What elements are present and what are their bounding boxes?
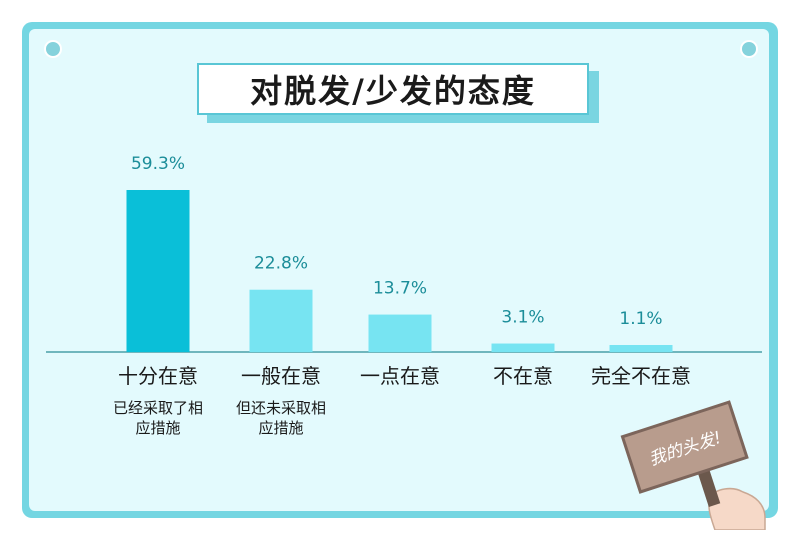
- category-label-1: 十分在意: [118, 364, 198, 388]
- category-label-3: 一点在意: [360, 364, 440, 388]
- value-label-5: 1.1%: [619, 309, 662, 329]
- category-label-2: 一般在意: [241, 364, 321, 388]
- value-label-4: 3.1%: [501, 308, 544, 328]
- pin-dot-left: [44, 40, 62, 58]
- category-2: 一般在意但还未采取相应措施: [216, 364, 346, 438]
- value-label-3: 13.7%: [373, 279, 427, 299]
- category-sublabel-2: 但还未采取相应措施: [235, 399, 326, 437]
- title-box: 对脱发/少发的态度: [197, 63, 589, 115]
- bar-2: [249, 289, 313, 352]
- pin-dot-right: [740, 40, 758, 58]
- category-3: 一点在意: [335, 364, 465, 388]
- category-5: 完全不在意: [576, 364, 706, 388]
- value-label-2: 22.8%: [254, 254, 308, 274]
- category-4: 不在意: [458, 364, 588, 388]
- protest-sign-icon: 我的头发!: [620, 400, 766, 530]
- category-sublabel-1: 已经采取了相应措施: [112, 399, 203, 437]
- value-label-1: 59.3%: [131, 154, 185, 174]
- bar-5: [609, 345, 673, 352]
- chart-title: 对脱发/少发的态度: [250, 72, 536, 110]
- bar-1: [126, 190, 190, 352]
- bar-3: [368, 314, 432, 352]
- category-1: 十分在意已经采取了相应措施: [93, 364, 223, 438]
- category-label-4: 不在意: [493, 364, 553, 388]
- category-label-5: 完全不在意: [591, 364, 691, 388]
- bar-4: [491, 343, 555, 352]
